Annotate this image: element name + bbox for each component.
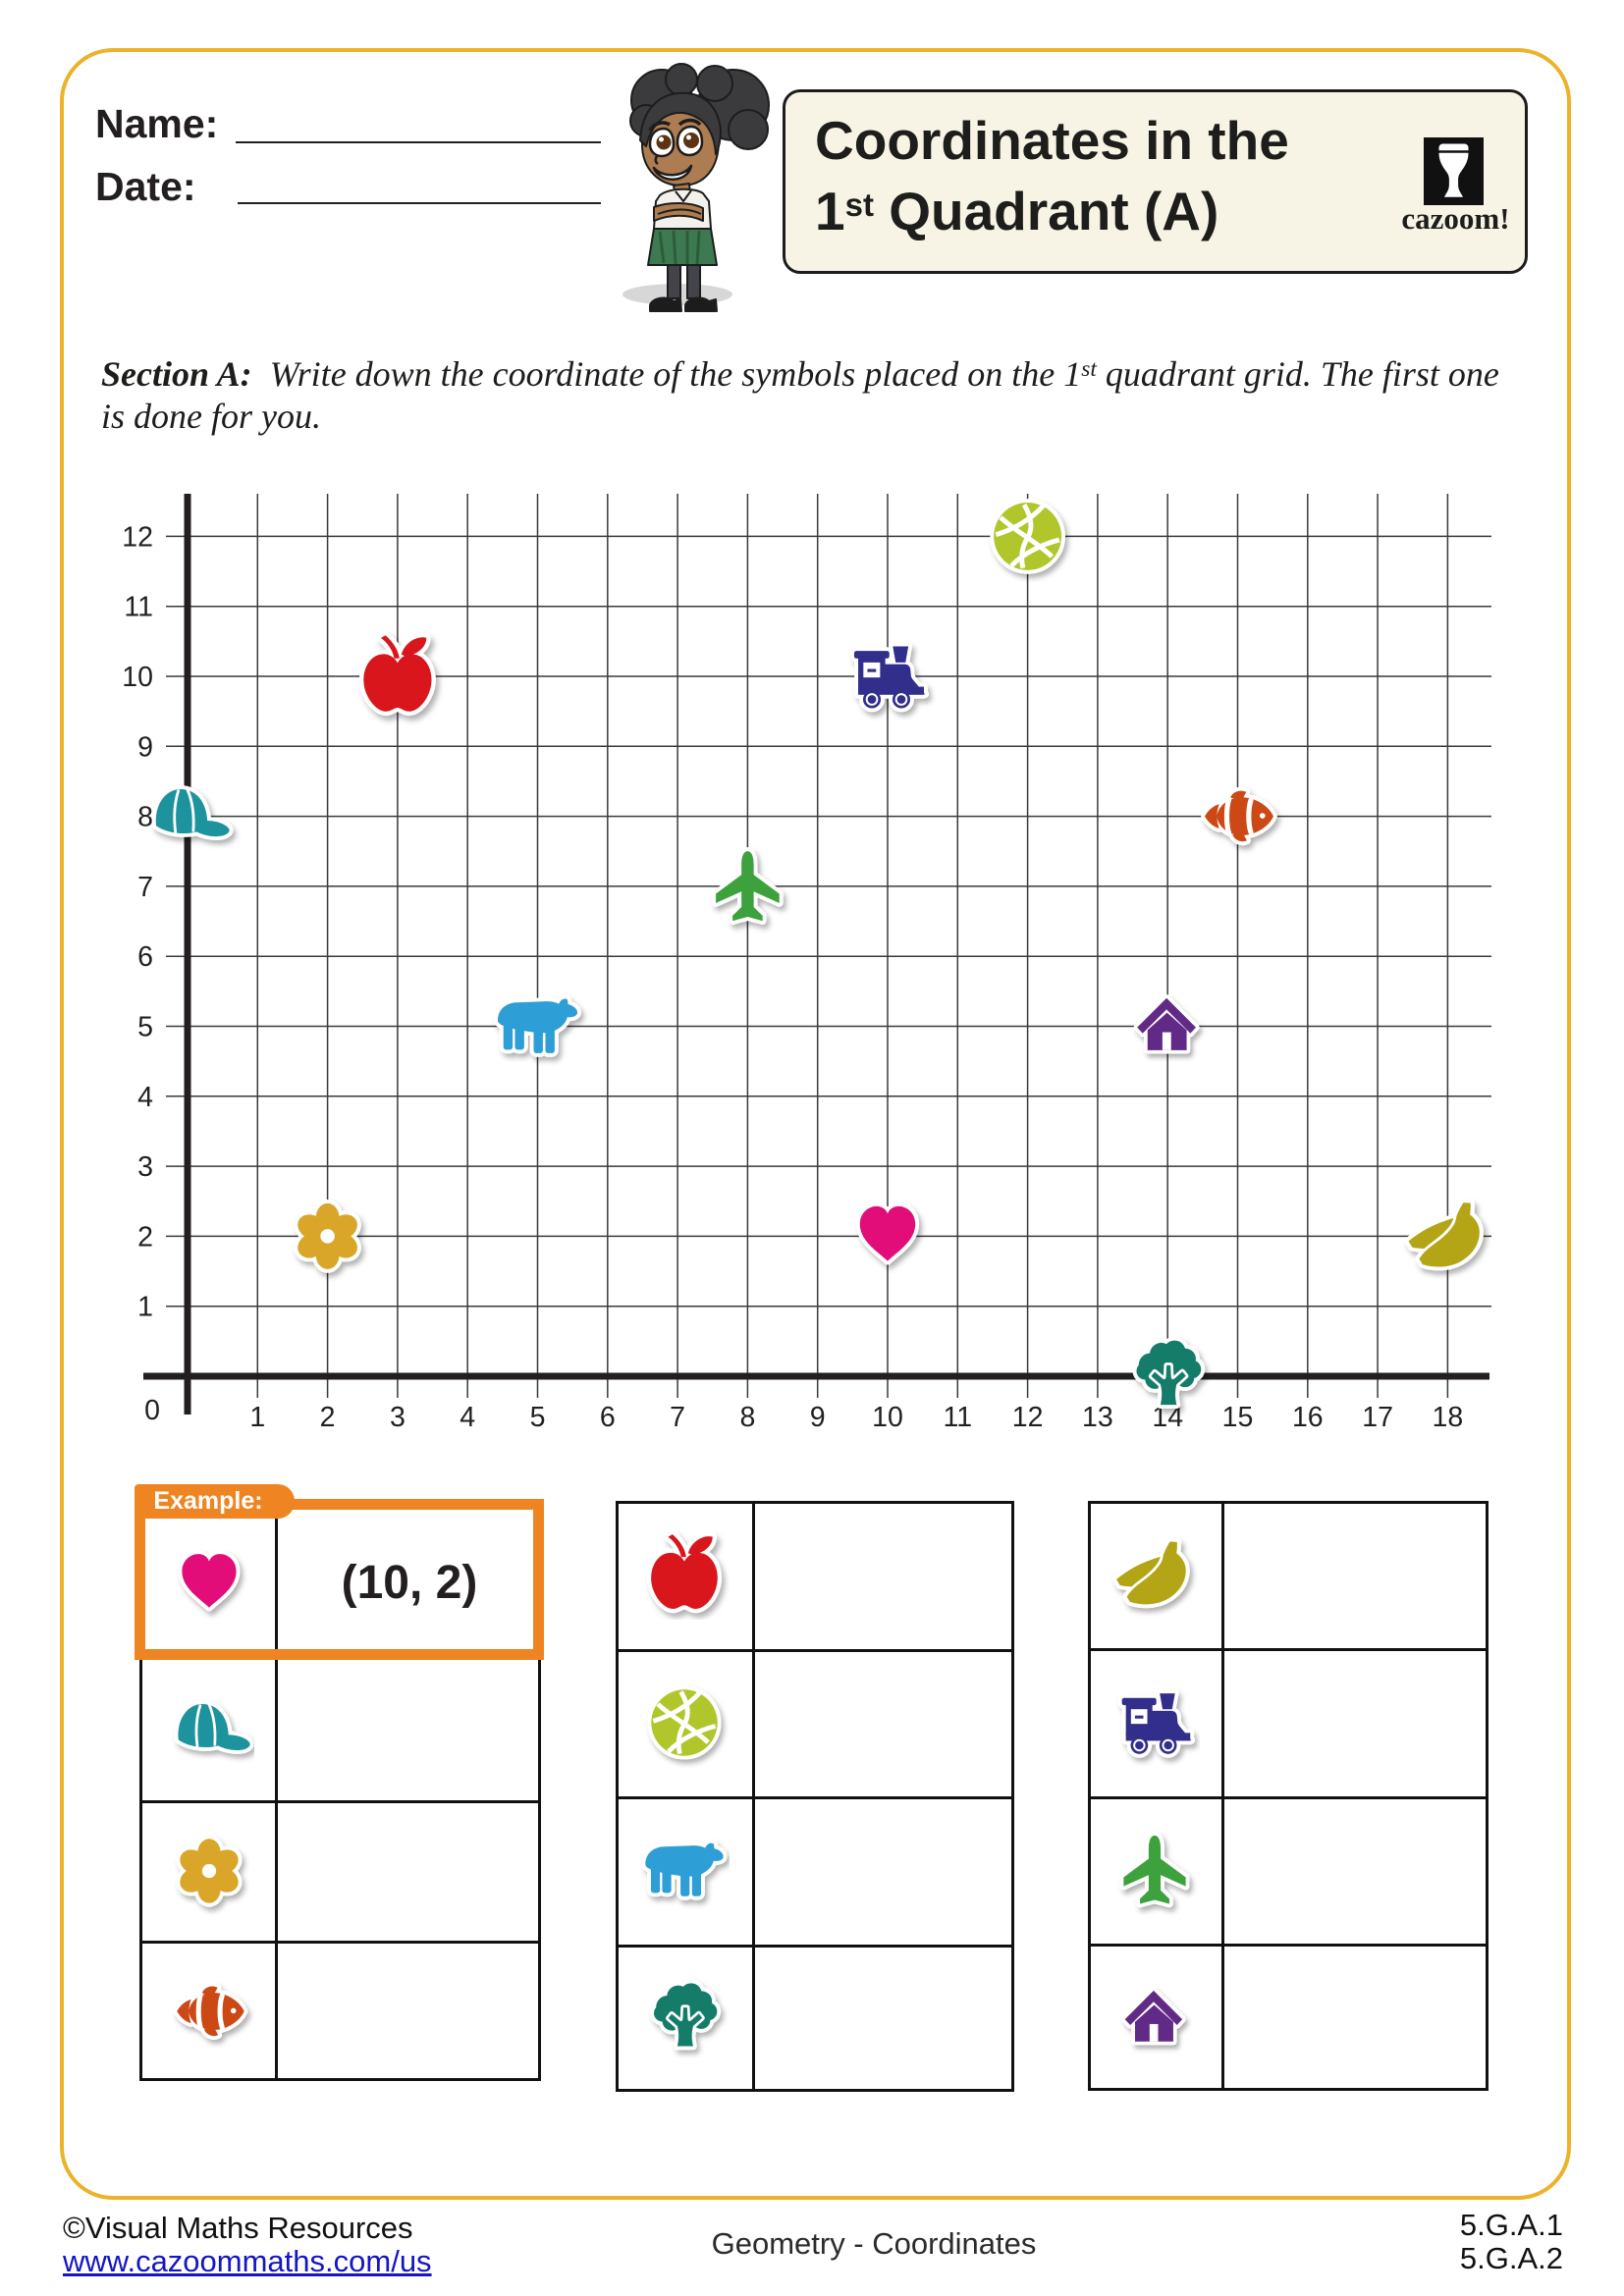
svg-text:12: 12 <box>1012 1402 1044 1433</box>
svg-text:2: 2 <box>320 1402 336 1433</box>
svg-text:13: 13 <box>1082 1402 1113 1433</box>
svg-text:6: 6 <box>137 941 153 973</box>
svg-text:4: 4 <box>137 1082 153 1113</box>
svg-text:3: 3 <box>137 1151 153 1183</box>
svg-text:11: 11 <box>944 1402 973 1433</box>
svg-text:15: 15 <box>1222 1402 1254 1433</box>
svg-text:10: 10 <box>122 662 153 693</box>
svg-text:7: 7 <box>670 1402 685 1433</box>
svg-text:5: 5 <box>137 1012 153 1043</box>
svg-text:0: 0 <box>144 1395 160 1426</box>
svg-text:1: 1 <box>137 1292 153 1323</box>
svg-text:6: 6 <box>600 1402 616 1433</box>
svg-text:1: 1 <box>249 1402 265 1433</box>
svg-text:10: 10 <box>872 1402 903 1433</box>
svg-text:2: 2 <box>137 1221 153 1253</box>
svg-text:5: 5 <box>530 1402 546 1433</box>
svg-text:8: 8 <box>137 802 153 833</box>
svg-text:9: 9 <box>810 1402 826 1433</box>
svg-text:18: 18 <box>1433 1402 1464 1433</box>
svg-text:8: 8 <box>739 1402 755 1433</box>
svg-text:7: 7 <box>137 872 153 903</box>
svg-text:3: 3 <box>390 1402 406 1433</box>
svg-text:17: 17 <box>1362 1402 1393 1433</box>
svg-text:11: 11 <box>124 592 153 623</box>
svg-text:16: 16 <box>1292 1402 1324 1433</box>
svg-text:4: 4 <box>460 1402 475 1433</box>
svg-text:12: 12 <box>122 521 153 553</box>
svg-text:9: 9 <box>137 731 153 763</box>
